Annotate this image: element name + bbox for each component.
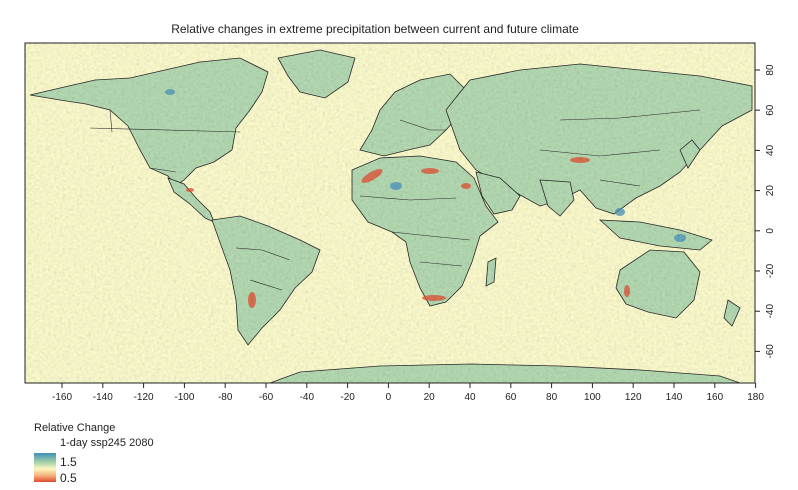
x-tick-label: 120 [625, 392, 642, 403]
y-tick-label: -60 [765, 344, 776, 359]
x-tick-label: -20 [340, 392, 355, 403]
x-tick-label: -60 [259, 392, 274, 403]
raster-texture [25, 43, 755, 383]
legend-color-bar [34, 453, 56, 482]
legend-subtitle: 1-day ssp245 2080 [60, 437, 154, 449]
x-tick-label: 80 [546, 392, 558, 403]
y-tick-label: -20 [765, 263, 776, 278]
legend-title: Relative Change [34, 422, 116, 434]
y-tick-label: 40 [765, 144, 776, 156]
x-tick-label: 40 [464, 392, 476, 403]
y-tick-label: 60 [765, 104, 776, 116]
x-tick-label: 0 [386, 392, 392, 403]
legend-max-label: 1.5 [60, 455, 77, 469]
x-tick-label: -140 [93, 392, 113, 403]
x-tick-label: -160 [52, 392, 72, 403]
x-tick-label: 140 [666, 392, 683, 403]
land-layer [25, 43, 755, 383]
x-tick-label: -100 [174, 392, 194, 403]
x-tick-label: -40 [300, 392, 315, 403]
x-tick-label: 180 [747, 392, 764, 403]
x-tick-label: 160 [706, 392, 723, 403]
x-tick-label: -80 [218, 392, 233, 403]
y-tick-label: 80 [765, 64, 776, 76]
x-tick-label: 20 [424, 392, 436, 403]
map-title: Relative changes in extreme precipitatio… [171, 22, 579, 36]
legend-min-label: 0.5 [60, 471, 77, 485]
map-frame [24, 42, 756, 384]
x-axis: -160 -140 -120 -100 -80 -60 -40 -20 0 20 40 60 80 100… [52, 383, 764, 403]
x-tick-label: 60 [505, 392, 517, 403]
y-tick-label: 20 [765, 185, 776, 197]
y-tick-label: -40 [765, 304, 776, 319]
x-tick-label: 100 [584, 392, 601, 403]
y-tick-label: 0 [765, 228, 776, 234]
y-axis: 80 60 40 20 0 -20 -40 -60 [755, 64, 776, 359]
x-tick-label: -120 [134, 392, 154, 403]
